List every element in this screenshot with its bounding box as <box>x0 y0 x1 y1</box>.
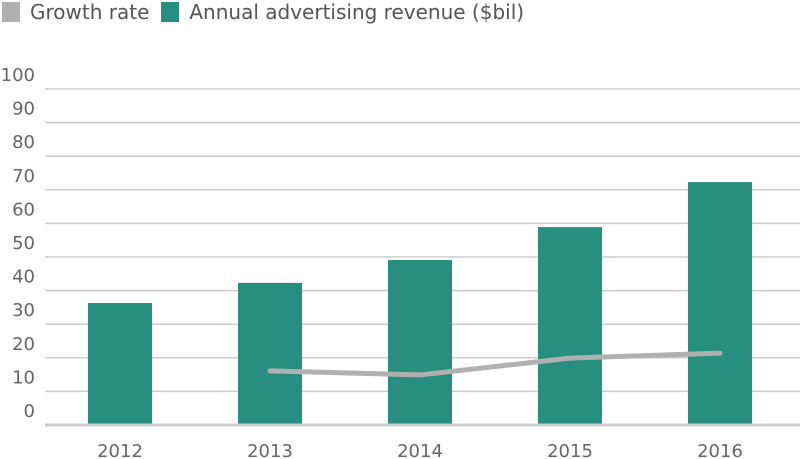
y-tick-label: 40 <box>12 267 35 288</box>
bar-2014 <box>388 260 452 425</box>
legend-swatch-growth-rate <box>2 2 20 22</box>
x-tick-label: 2013 <box>247 441 293 459</box>
y-tick-label: 70 <box>12 166 35 187</box>
legend-label: Growth rate <box>30 0 150 24</box>
bar-2016 <box>688 182 752 425</box>
y-tick-label: 60 <box>12 199 35 220</box>
growth-rate-line <box>267 350 723 378</box>
x-tick-label: 2014 <box>397 441 443 459</box>
bar-2012 <box>88 303 152 425</box>
y-tick-label: 10 <box>12 367 35 388</box>
legend: Growth rate Annual advertising revenue (… <box>2 0 536 24</box>
x-tick-label: 2016 <box>697 441 743 459</box>
legend-swatch-revenue <box>161 2 180 22</box>
y-tick-label: 20 <box>12 334 35 355</box>
legend-item-revenue: Annual advertising revenue ($bil) <box>161 0 524 24</box>
y-tick-label: 30 <box>12 300 35 321</box>
x-tick-label: 2012 <box>97 441 143 459</box>
y-tick-label: 90 <box>12 99 35 120</box>
y-tick-label: 80 <box>12 132 35 153</box>
legend-label: Annual advertising revenue ($bil) <box>189 0 525 24</box>
bar-2013 <box>238 282 302 425</box>
bar-2015 <box>538 227 602 425</box>
y-tick-label: 50 <box>12 233 35 254</box>
y-tick-label: 0 <box>24 401 35 422</box>
x-tick-label: 2015 <box>547 441 593 459</box>
legend-item-growth-rate: Growth rate <box>2 0 149 24</box>
y-tick-label: 100 <box>1 65 35 86</box>
